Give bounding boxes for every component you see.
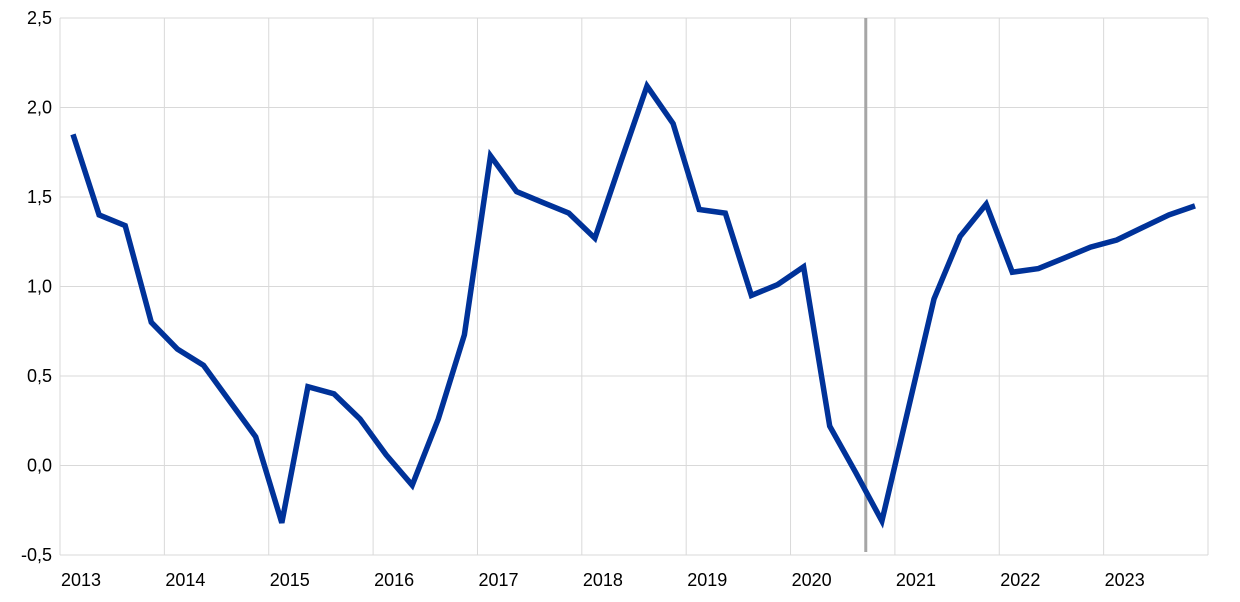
y-tick-label: -0,5 — [21, 545, 52, 565]
x-tick-label: 2015 — [270, 570, 310, 590]
y-tick-label: 2,0 — [27, 98, 52, 118]
x-axis: 2013 2014 2015 2016 2017 2018 2019 2020 2021 2022… — [61, 570, 1145, 590]
y-tick-label: 0,5 — [27, 366, 52, 386]
x-tick-label: 2016 — [374, 570, 414, 590]
y-tick-label: 1,5 — [27, 187, 52, 207]
series-line — [73, 86, 1195, 523]
y-tick-label: 1,0 — [27, 277, 52, 297]
x-tick-label: 2020 — [792, 570, 832, 590]
x-tick-label: 2019 — [687, 570, 727, 590]
x-tick-label: 2017 — [478, 570, 518, 590]
x-tick-label: 2021 — [896, 570, 936, 590]
x-tick-label: 2014 — [165, 570, 205, 590]
series — [73, 86, 1195, 523]
y-tick-label: 2,5 — [27, 8, 52, 28]
x-tick-label: 2018 — [583, 570, 623, 590]
y-tick-label: 0,0 — [27, 456, 52, 476]
x-tick-label: 2013 — [61, 570, 101, 590]
y-axis: -0,5 0,0 0,5 1,0 1,5 2,0 2,5 — [21, 8, 52, 565]
x-tick-label: 2023 — [1105, 570, 1145, 590]
x-tick-label: 2022 — [1000, 570, 1040, 590]
grid — [60, 18, 1208, 555]
